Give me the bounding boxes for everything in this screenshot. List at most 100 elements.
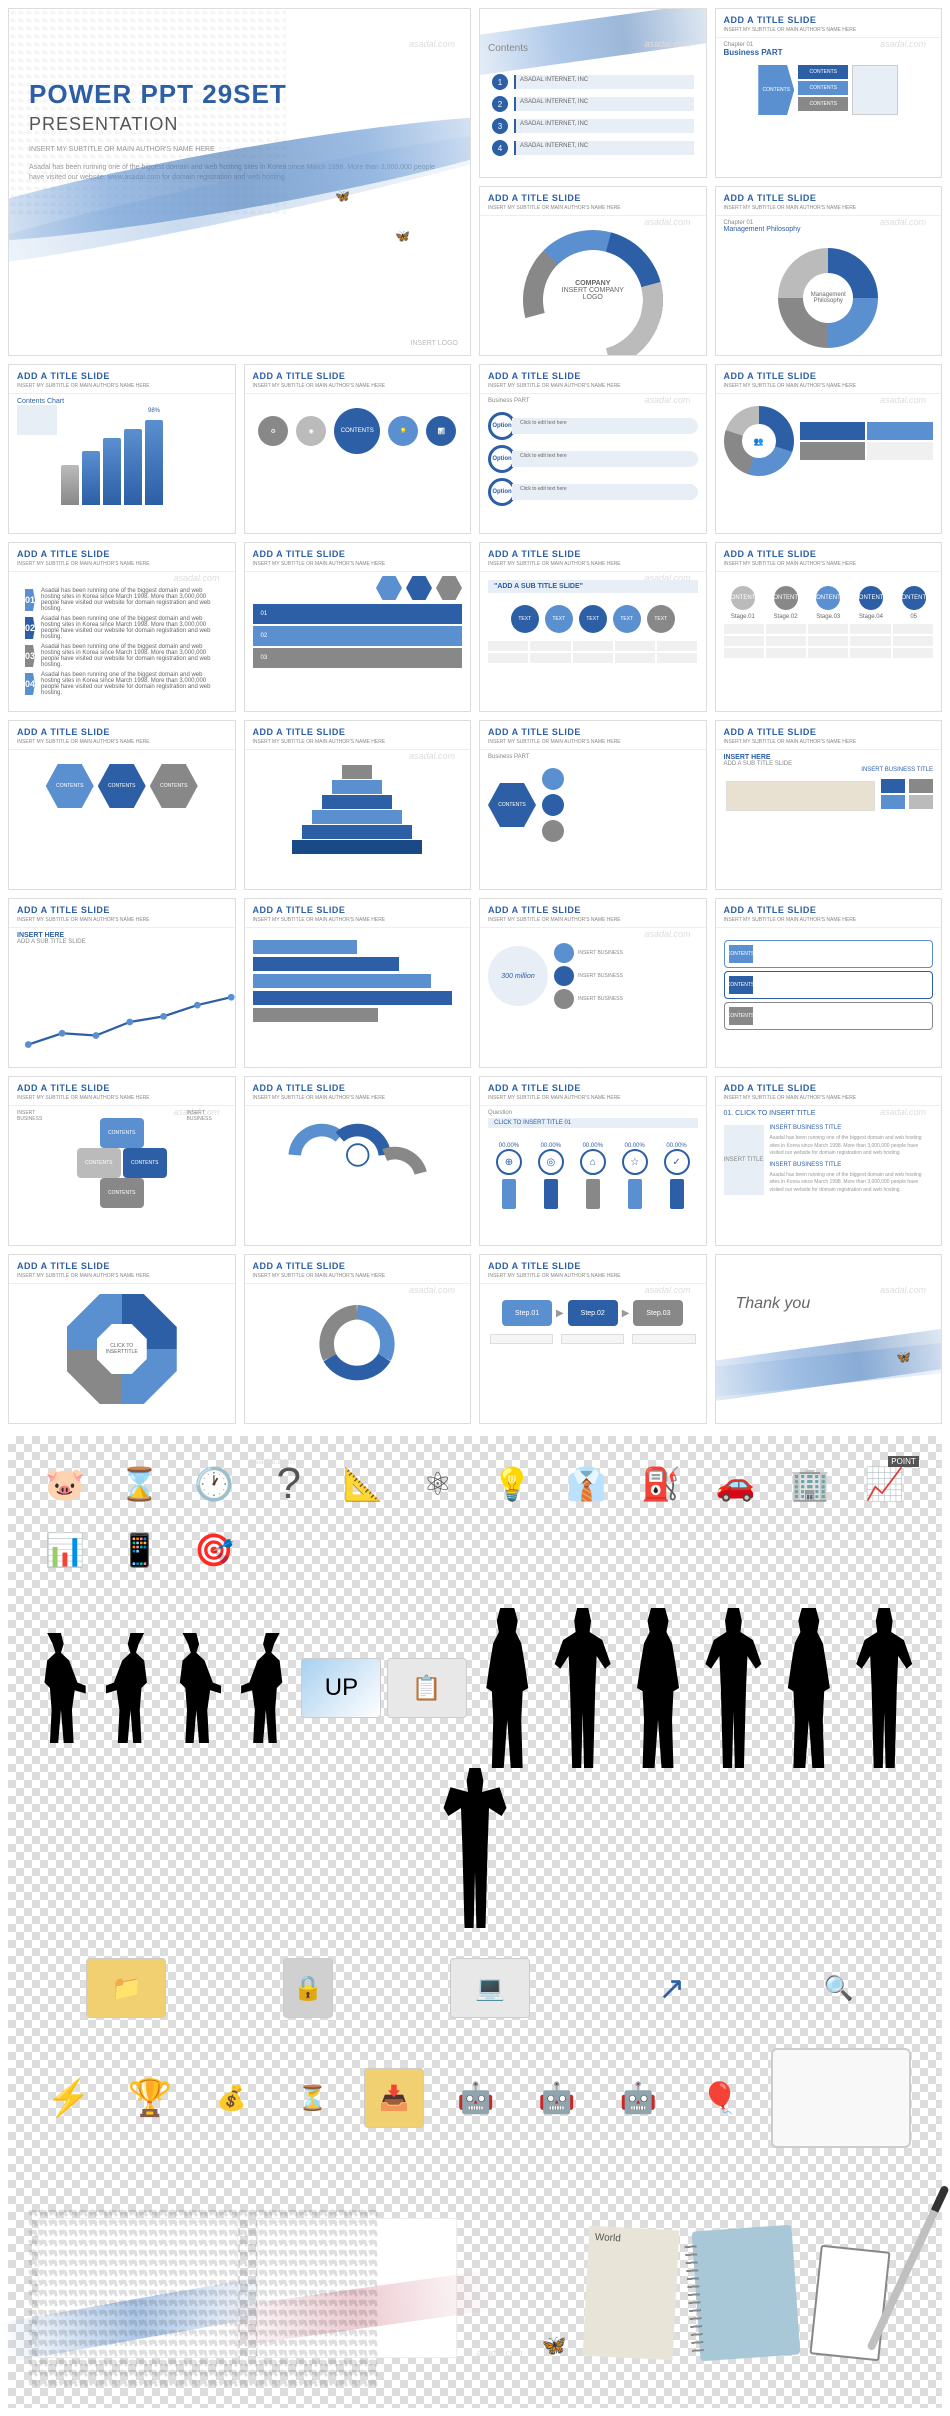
cycle3-slide[interactable]: ADD A TITLE SLIDE INSERT MY SUBTITLE OR … [244,1254,472,1424]
grid-cell [615,641,655,651]
h-bar-item [253,1008,463,1022]
person-silhouette [472,1608,542,1768]
icon-pct: 00.00% [614,1143,656,1149]
slide-title: ADD A TITLE SLIDE [480,1077,706,1095]
chapter-slide[interactable]: ADD A TITLE SLIDE INSERT MY SUBTITLE OR … [715,8,943,178]
icon-pct: 00.00% [488,1143,530,1149]
grid-cell [808,624,848,634]
diagram-box: CONTENTS [798,81,848,95]
arrow-item: 04Asadal has been running one of the big… [25,672,219,696]
slide-subtitle: INSERT MY SUBTITLE OR MAIN AUTHOR'S NAME… [480,383,706,394]
options-slide[interactable]: ADD A TITLE SLIDE INSERT MY SUBTITLE OR … [479,364,707,534]
person-silhouette [698,1608,768,1768]
desc: Asadal has been running one of the bigge… [770,1135,934,1158]
cover-slide[interactable]: asadal.com POWER PPT 29SET PRESENTATION … [8,8,471,356]
slide-title: ADD A TITLE SLIDE [716,721,942,739]
icon-bar [544,1179,558,1209]
grid-cell [850,636,890,646]
bar [61,465,79,506]
sub-label: ADD A SUB TITLE SLIDE [17,939,227,945]
hex [436,576,462,600]
cycle-segment: CONTENTS [100,1118,144,1148]
process-slide[interactable]: ADD A TITLE SLIDE INSERT MY SUBTITLE OR … [479,542,707,712]
step-desc [561,1334,624,1344]
point-label: POINT [888,1456,918,1467]
diagram-arrow: CONTENTS [758,65,794,115]
arrow-number: 04 [25,673,35,695]
thankyou-slide[interactable]: asadal.com 🦋 Thank you [715,1254,943,1424]
hex-bars-slide[interactable]: ADD A TITLE SLIDE INSERT MY SUBTITLE OR … [244,542,472,712]
insert-title-slide[interactable]: ADD A TITLE SLIDE INSERT MY SUBTITLE OR … [715,1076,943,1246]
stage-label: Stage.04 [852,614,891,620]
slide-subtitle: INSERT MY SUBTITLE OR MAIN AUTHOR'S NAME… [716,27,942,38]
cycle-slide[interactable]: ADD A TITLE SLIDE INSERT MY SUBTITLE OR … [8,1076,236,1246]
insert-here-slide[interactable]: ADD A TITLE SLIDE INSERT MY SUBTITLE OR … [715,720,943,890]
title-content: INSERT BUSINESS TITLE Asadal has been ru… [770,1125,934,1195]
donut-slide[interactable]: ADD A TITLE SLIDE INSERT MY SUBTITLE OR … [715,186,943,356]
slide-title: ADD A TITLE SLIDE [9,1077,235,1095]
circle [542,768,564,790]
stages-slide[interactable]: ADD A TITLE SLIDE INSERT MY SUBTITLE OR … [715,542,943,712]
grid-cell [766,648,806,658]
diagram-boxes: CONTENTS CONTENTS CONTENTS [798,65,848,115]
grid-cell [530,653,570,663]
clock-icon: 🕐 [186,1456,242,1512]
objects-row: 📁 🔒 💻 ↗ 🔍 [28,1958,922,2018]
hexagons-slide[interactable]: ADD A TITLE SLIDE INSERT MY SUBTITLE OR … [8,720,236,890]
circles-slide[interactable]: ADD A TITLE SLIDE INSERT MY SUBTITLE OR … [244,364,472,534]
chapter-label: Business PART [488,398,698,404]
grid-cell [657,641,697,651]
content-bar: ASADAL INTERNET, INC [514,119,694,133]
color-box [909,779,933,793]
pyramid-slide[interactable]: ADD A TITLE SLIDE INSERT MY SUBTITLE OR … [244,720,472,890]
world-map-asset [28,2208,378,2388]
arrow-text: Asadal has been running one of the bigge… [41,644,218,668]
hex-circles-slide[interactable]: ADD A TITLE SLIDE INSERT MY SUBTITLE OR … [479,720,707,890]
slide-title: ADD A TITLE SLIDE [480,187,706,205]
arrow-number: 03 [25,645,35,667]
grid-cell [724,648,764,658]
icon-bar [628,1179,642,1209]
dial-slide[interactable]: ADD A TITLE SLIDE INSERT MY SUBTITLE OR … [479,898,707,1068]
boxed-list-slide[interactable]: ADD A TITLE SLIDE INSERT MY SUBTITLE OR … [715,898,943,1068]
bar-chart-slide[interactable]: ADD A TITLE SLIDE INSERT MY SUBTITLE OR … [8,364,236,534]
slides-grid: asadal.com POWER PPT 29SET PRESENTATION … [8,8,942,1424]
thankyou-content: Thank you [716,1255,942,1313]
h-bar-item [253,957,463,971]
stacked-bars: 01 02 03 [253,604,463,668]
cycle-segment: CONTENTS [77,1148,121,1178]
step-box: Step.01 [502,1300,552,1326]
silhouettes-row: UP 📋 [28,1608,922,1928]
slide-title: ADD A TITLE SLIDE [716,365,942,383]
bar [103,438,121,506]
box-tag: CONTENTS [729,945,753,963]
arrows-svg [253,1110,463,1200]
butterfly-icon: 🦋 [896,1350,911,1364]
option-bar: Click to edit text here [512,418,698,434]
step-arrow-icon: ▶ [556,1308,564,1319]
steps-slide[interactable]: ADD A TITLE SLIDE INSERT MY SUBTITLE OR … [479,1254,707,1424]
numbered-slide[interactable]: ADD A TITLE SLIDE INSERT MY SUBTITLE OR … [8,542,236,712]
hbars-slide[interactable]: ADD A TITLE SLIDE INSERT MY SUBTITLE OR … [244,898,472,1068]
arc-center-label: COMPANY INSERT COMPANY LOGO [553,280,633,301]
content-item: 4ASADAL INTERNET, INC [492,140,694,156]
steps-row: Step.01 ▶ Step.02 ▶ Step.03 [488,1300,698,1326]
slide-title: ADD A TITLE SLIDE [480,1255,706,1273]
box-tag: CONTENTS [729,976,753,994]
arrow-item: 03 Asadal has been running one of the big… [25,644,219,668]
person-silhouette [849,1608,919,1768]
piggy-bank-icon: 🐷 [37,1456,93,1512]
hex: CONTENTS [98,764,146,808]
icons-pct-slide[interactable]: ADD A TITLE SLIDE INSERT MY SUBTITLE OR … [479,1076,707,1246]
arc-chart-slide[interactable]: ADD A TITLE SLIDE INSERT MY SUBTITLE OR … [479,186,707,356]
step-arrow-icon: ▶ [622,1308,630,1319]
building-icon: 🏢 [782,1456,838,1512]
curved-arrows-slide[interactable]: ADD A TITLE SLIDE INSERT MY SUBTITLE OR … [244,1076,472,1246]
donut-boxes-slide[interactable]: ADD A TITLE SLIDE INSERT MY SUBTITLE OR … [715,364,943,534]
content-item: 3ASADAL INTERNET, INC [492,118,694,134]
circle-text: INSERT BUSINESS [578,973,623,979]
company-label: COMPANY [553,280,633,287]
octagon-slide[interactable]: ADD A TITLE SLIDE INSERT MY SUBTITLE OR … [8,1254,236,1424]
contents-slide[interactable]: asadal.com Contents 1ASADAL INTERNET, IN… [479,8,707,178]
line-chart-slide[interactable]: ADD A TITLE SLIDE INSERT MY SUBTITLE OR … [8,898,236,1068]
